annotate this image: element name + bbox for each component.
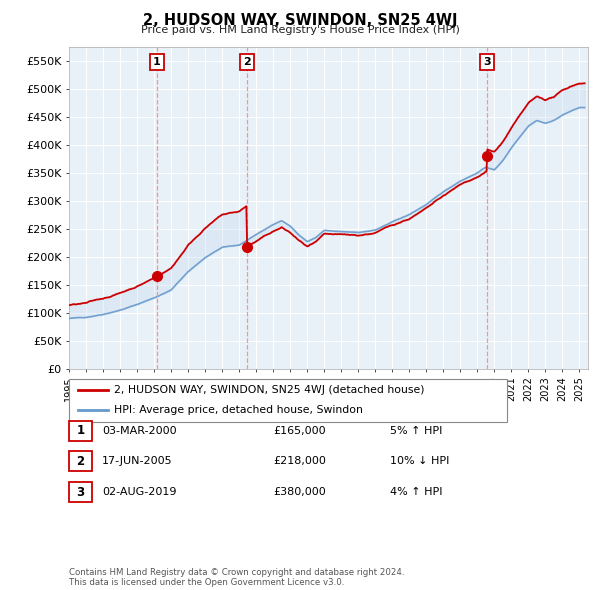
Text: 2: 2 xyxy=(76,455,85,468)
Text: 2, HUDSON WAY, SWINDON, SN25 4WJ (detached house): 2, HUDSON WAY, SWINDON, SN25 4WJ (detach… xyxy=(114,385,425,395)
Text: Price paid vs. HM Land Registry's House Price Index (HPI): Price paid vs. HM Land Registry's House … xyxy=(140,25,460,35)
Text: HPI: Average price, detached house, Swindon: HPI: Average price, detached house, Swin… xyxy=(114,405,363,415)
Text: 5% ↑ HPI: 5% ↑ HPI xyxy=(390,426,442,435)
Text: 2, HUDSON WAY, SWINDON, SN25 4WJ: 2, HUDSON WAY, SWINDON, SN25 4WJ xyxy=(143,13,457,28)
Text: £380,000: £380,000 xyxy=(273,487,326,497)
Text: 4% ↑ HPI: 4% ↑ HPI xyxy=(390,487,443,497)
Text: £165,000: £165,000 xyxy=(273,426,326,435)
Text: 3: 3 xyxy=(484,57,491,67)
Text: 2: 2 xyxy=(243,57,251,67)
Text: £218,000: £218,000 xyxy=(273,457,326,466)
Text: 17-JUN-2005: 17-JUN-2005 xyxy=(102,457,173,466)
Text: 03-MAR-2000: 03-MAR-2000 xyxy=(102,426,176,435)
Text: Contains HM Land Registry data © Crown copyright and database right 2024.
This d: Contains HM Land Registry data © Crown c… xyxy=(69,568,404,587)
Text: 3: 3 xyxy=(76,486,85,499)
Text: 10% ↓ HPI: 10% ↓ HPI xyxy=(390,457,449,466)
Text: 1: 1 xyxy=(76,424,85,437)
Text: 1: 1 xyxy=(153,57,161,67)
Text: 02-AUG-2019: 02-AUG-2019 xyxy=(102,487,176,497)
